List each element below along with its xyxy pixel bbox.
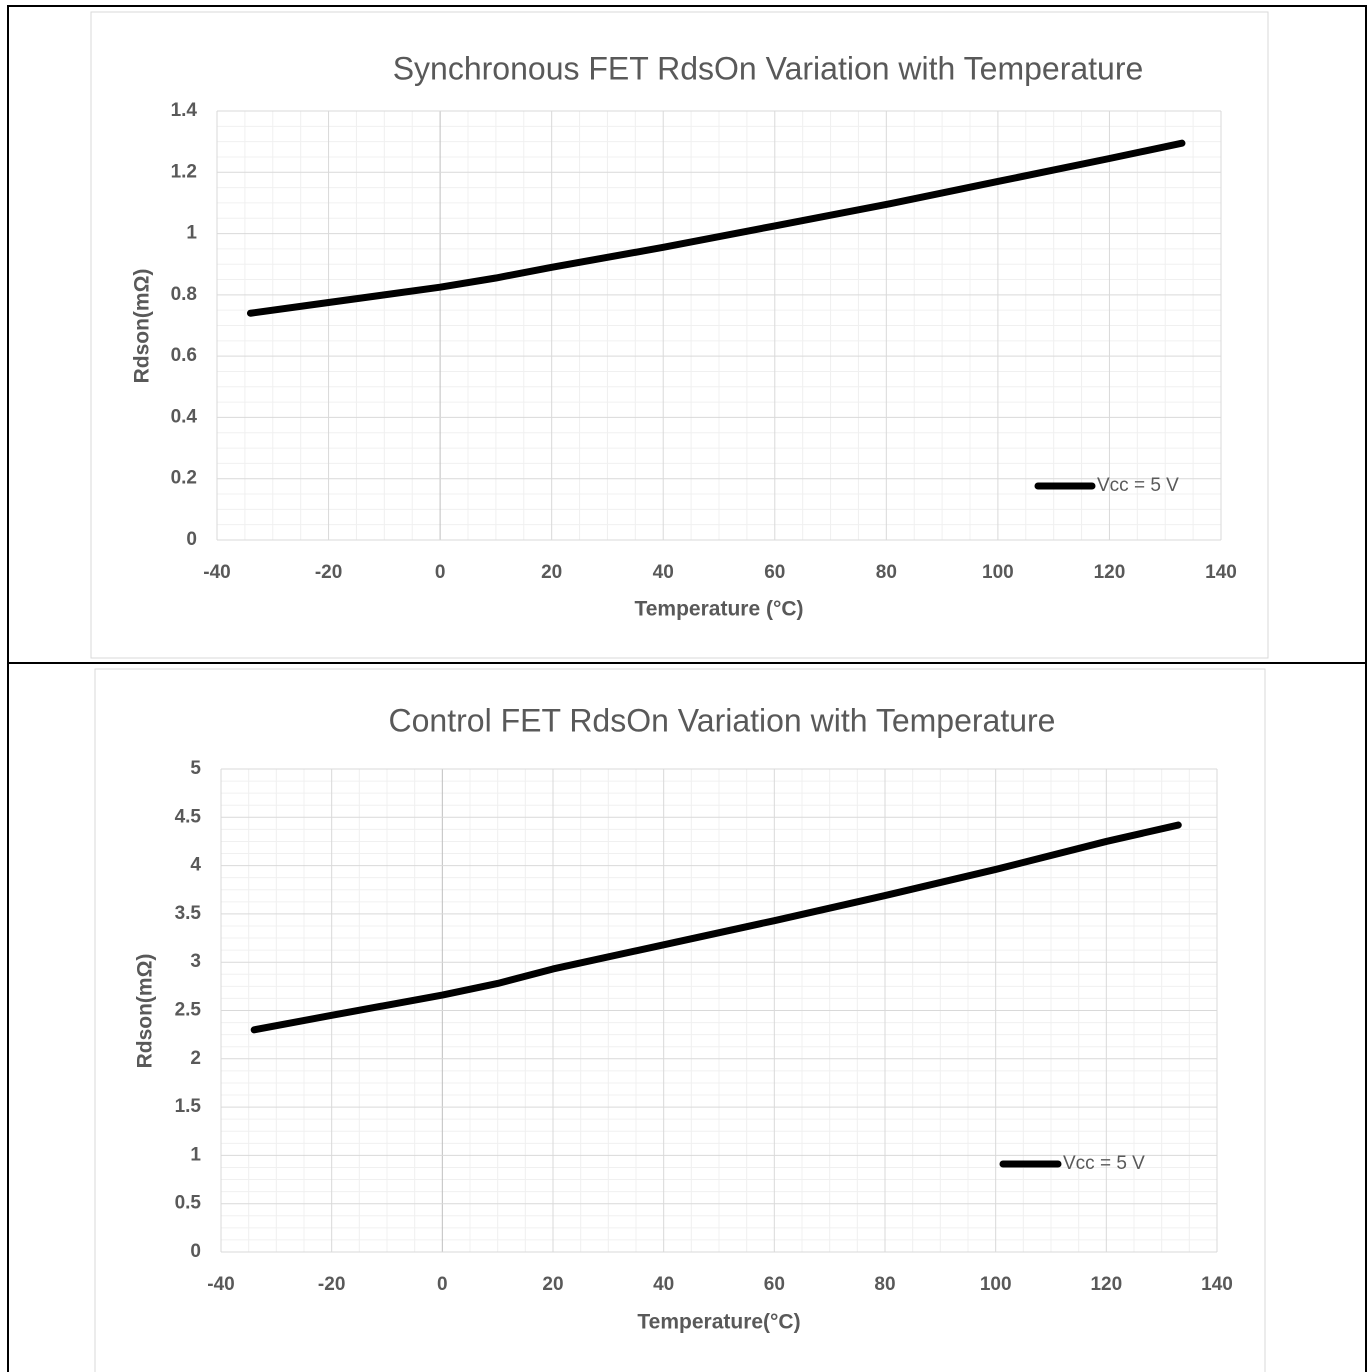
chart-title: Control FET RdsOn Variation with Tempera… (389, 702, 1056, 738)
y-tick-label: 2.5 (175, 1000, 202, 1021)
chart-frame (90, 11, 1269, 659)
x-tick-label: 40 (653, 1274, 674, 1295)
x-tick-label: 20 (541, 562, 562, 583)
y-tick-label: 4 (190, 855, 201, 876)
chart-title: Synchronous FET RdsOn Variation with Tem… (393, 50, 1144, 86)
x-tick-label: 80 (876, 562, 897, 583)
y-tick-label: 0.4 (171, 406, 198, 427)
x-tick-label: 20 (542, 1274, 563, 1295)
x-axis-label: Temperature (°C) (634, 598, 803, 621)
y-tick-label: 1.5 (175, 1096, 202, 1117)
x-axis-label: Temperature(°C) (637, 1311, 800, 1334)
y-tick-label: 0.2 (171, 468, 197, 489)
y-axis-label: Rdson(mΩ) (131, 269, 154, 384)
x-tick-label: -40 (203, 562, 230, 583)
y-tick-label: 1 (186, 223, 197, 244)
y-tick-label: 3 (190, 951, 201, 972)
x-tick-label: 100 (980, 1274, 1012, 1295)
x-tick-label: -20 (318, 1274, 345, 1295)
data-line (246, 139, 1186, 317)
x-tick-label: 140 (1201, 1274, 1233, 1295)
x-tick-label: 140 (1205, 562, 1237, 583)
x-tick-label: -40 (207, 1274, 234, 1295)
y-tick-label: 0.6 (171, 345, 197, 366)
x-tick-label: 60 (764, 562, 785, 583)
y-tick-label: 2 (190, 1048, 201, 1069)
y-tick-label: 1 (190, 1144, 201, 1165)
x-tick-label: 120 (1094, 562, 1126, 583)
y-tick-label: 0 (186, 529, 197, 550)
legend-label: Vcc = 5 V (1063, 1153, 1145, 1174)
y-tick-label: 3.5 (175, 903, 202, 924)
x-tick-label: 40 (653, 562, 674, 583)
chart-frame (94, 668, 1266, 1372)
y-tick-label: 0 (190, 1241, 201, 1262)
y-tick-label: 4.5 (175, 806, 202, 827)
y-tick-label: 5 (190, 758, 201, 779)
data-line (250, 821, 1182, 1034)
x-tick-label: 0 (435, 562, 446, 583)
x-tick-label: 0 (437, 1274, 448, 1295)
y-tick-label: 1.4 (171, 100, 198, 121)
outer-border (7, 5, 1367, 1372)
x-tick-label: 120 (1090, 1274, 1122, 1295)
y-tick-label: 0.5 (175, 1193, 202, 1214)
x-tick-label: 100 (982, 562, 1014, 583)
x-tick-label: 60 (764, 1274, 785, 1295)
legend-label: Vcc = 5 V (1097, 475, 1179, 496)
x-tick-label: -20 (315, 562, 342, 583)
y-tick-label: 0.8 (171, 284, 197, 305)
x-tick-label: 80 (874, 1274, 895, 1295)
y-tick-label: 1.2 (171, 161, 197, 182)
y-axis-label: Rdson(mΩ) (134, 954, 157, 1069)
